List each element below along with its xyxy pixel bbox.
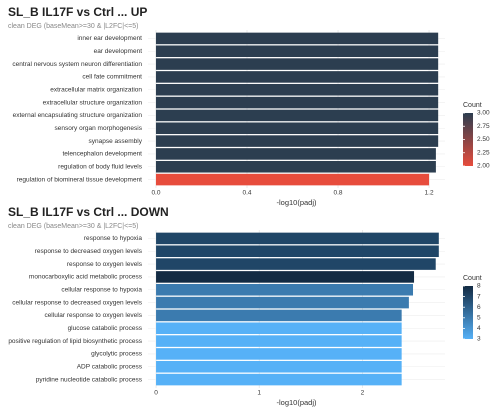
bar [155, 58, 439, 70]
y-tick-label: ear development [94, 48, 143, 55]
legend-tick-label: 2.75 [477, 123, 490, 130]
bar [156, 348, 402, 360]
bar [156, 309, 402, 322]
y-tick-label: glucose catabolic process [68, 325, 143, 332]
bar [156, 322, 402, 335]
legend-tick-label: 8 [477, 283, 481, 290]
chart-subtitle: clean DEG (baseMean>=30 & |L2FC|<=5) [8, 23, 139, 30]
bar [155, 71, 439, 83]
bar [156, 271, 415, 283]
legend-title: Count [463, 275, 482, 282]
colorbar [463, 113, 473, 166]
x-axis-title: -log10(padj) [276, 198, 317, 207]
legend-tick-label: 2.50 [477, 136, 490, 143]
y-tick-label: glycolytic process [91, 351, 143, 358]
y-tick-label: response to oxygen levels [67, 261, 143, 268]
chart-title: SL_B IL17F vs Ctrl ... DOWN [8, 205, 169, 219]
x-tick-label: 0.4 [242, 190, 251, 197]
legend-title: Count [463, 102, 482, 109]
y-tick-label: regulation of body fluid levels [58, 163, 143, 170]
y-tick-label: sensory organ morphogenesis [55, 125, 143, 132]
bar [155, 160, 436, 173]
y-tick-label: inner ear development [77, 35, 142, 42]
bar [155, 32, 439, 45]
legend-tick-label: 6 [477, 304, 481, 311]
y-tick-label: monocarboxylic acid metabolic process [29, 274, 143, 281]
bar [156, 296, 409, 309]
y-tick-label: cellular response to decreased oxygen le… [12, 299, 142, 306]
legend-tick-label: 2.25 [477, 149, 490, 156]
bar [156, 360, 402, 373]
bar [155, 148, 436, 160]
bar [155, 83, 439, 96]
x-tick-label: 0.8 [334, 190, 343, 197]
bar [156, 373, 402, 386]
bar [155, 109, 439, 122]
x-axis-title: -log10(padj) [276, 398, 317, 407]
chart-subtitle: clean DEG (baseMean>=30 & |L2FC|<=5) [8, 223, 139, 230]
bar [155, 122, 439, 135]
bar [156, 232, 439, 245]
bar [156, 245, 439, 258]
legend-tick-label: 3 [477, 336, 481, 343]
colorbar [463, 286, 473, 339]
x-tick-label: 1 [257, 390, 261, 397]
legend-tick-label: 7 [477, 293, 481, 300]
y-tick-label: external encapsulating structure organiz… [13, 112, 143, 119]
legend-tick-label: 2.00 [477, 163, 490, 170]
y-tick-label: regulation of biomineral tissue developm… [17, 176, 143, 183]
bar [155, 135, 439, 147]
y-tick-label: central nervous system neuron differenti… [12, 61, 142, 68]
x-tick-label: 0.0 [151, 190, 160, 197]
y-tick-label: extracellular matrix organization [50, 86, 142, 93]
x-tick-label: 0 [154, 390, 158, 397]
y-tick-label: cellular response to hypoxia [61, 286, 142, 293]
x-tick-label: 1.2 [425, 190, 434, 197]
y-tick-label: ADP catabolic process [77, 363, 143, 370]
bar [156, 335, 402, 347]
legend-tick-label: 5 [477, 315, 481, 322]
y-tick-label: extracellular structure organization [43, 99, 143, 106]
x-tick-label: 2 [361, 390, 365, 397]
y-tick-label: response to decreased oxygen levels [35, 248, 143, 255]
y-tick-label: response to hypoxia [84, 235, 143, 242]
chart-title: SL_B IL17F vs Ctrl ... UP [8, 5, 147, 19]
y-tick-label: cellular response to oxygen levels [44, 312, 142, 319]
bar [155, 173, 430, 186]
y-tick-label: synapse assembly [89, 138, 143, 145]
bar [155, 45, 439, 58]
y-tick-label: cell fate commitment [82, 74, 142, 81]
y-tick-label: positive regulation of lipid biosyntheti… [8, 338, 142, 345]
bar [156, 258, 436, 270]
legend-tick-label: 3.00 [477, 110, 490, 117]
y-tick-label: pyridine nucleotide catabolic process [36, 376, 143, 383]
bar [155, 96, 439, 109]
y-tick-label: telencephalon development [62, 151, 142, 158]
legend-tick-label: 4 [477, 325, 481, 332]
bar [156, 283, 414, 296]
